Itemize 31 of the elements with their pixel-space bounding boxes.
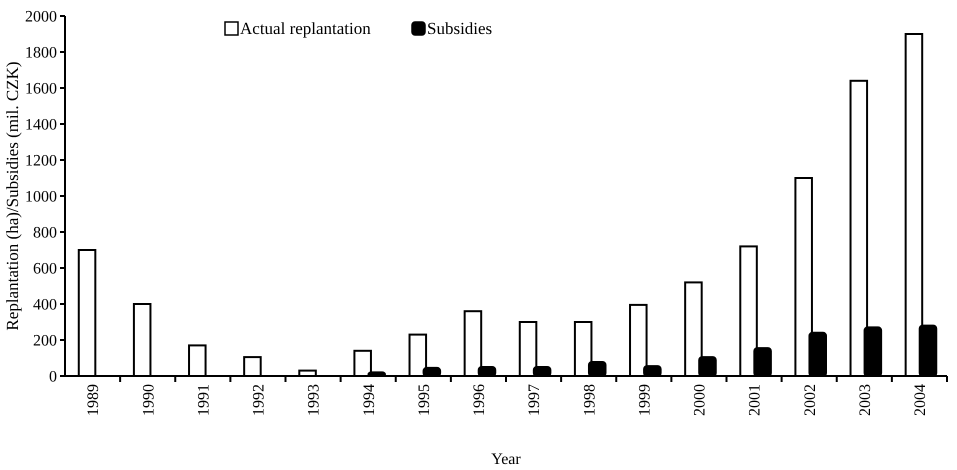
x-tick-label: 1993 [306, 384, 323, 416]
y-axis-title: Replantation (ha)/Subsidies (mil. CZK) [3, 61, 22, 331]
x-tick-label: 2001 [746, 384, 764, 416]
x-tick-label: 1999 [636, 384, 654, 416]
y-tick-label: 200 [33, 332, 57, 350]
x-tick-label: 1990 [140, 384, 158, 416]
x-tick-label: 1998 [581, 384, 598, 416]
x-tick-label: 2003 [856, 384, 874, 416]
y-tick-label: 0 [49, 368, 57, 386]
x-tick-label: 1992 [250, 384, 268, 416]
x-tick-label: 2004 [912, 384, 930, 416]
x-axis-title: Year [491, 451, 522, 468]
y-tick-label: 1600 [25, 80, 57, 98]
y-tick-label: 600 [33, 260, 57, 278]
y-tick-label: 1000 [25, 188, 57, 206]
legend-label: Actual replantation [240, 18, 372, 38]
y-tick-label: 1400 [25, 116, 57, 134]
y-tick-label: 1800 [25, 44, 57, 62]
y-tick-label: 2000 [25, 8, 57, 26]
y-tick-label: 800 [33, 224, 57, 242]
x-tick-label: 1991 [195, 384, 212, 416]
x-tick-label: 1995 [416, 384, 433, 416]
x-tick-label: 1994 [360, 384, 378, 416]
x-tick-label: 1996 [471, 384, 488, 416]
x-tick-label: 1989 [85, 384, 102, 416]
y-tick-label: 1200 [25, 152, 57, 170]
legend-label: Subsidies [427, 18, 492, 38]
x-tick-label: 2000 [692, 384, 709, 416]
x-tick-label: 2002 [802, 384, 819, 416]
x-tick-label: 1997 [526, 384, 544, 416]
y-tick-label: 400 [33, 296, 57, 314]
